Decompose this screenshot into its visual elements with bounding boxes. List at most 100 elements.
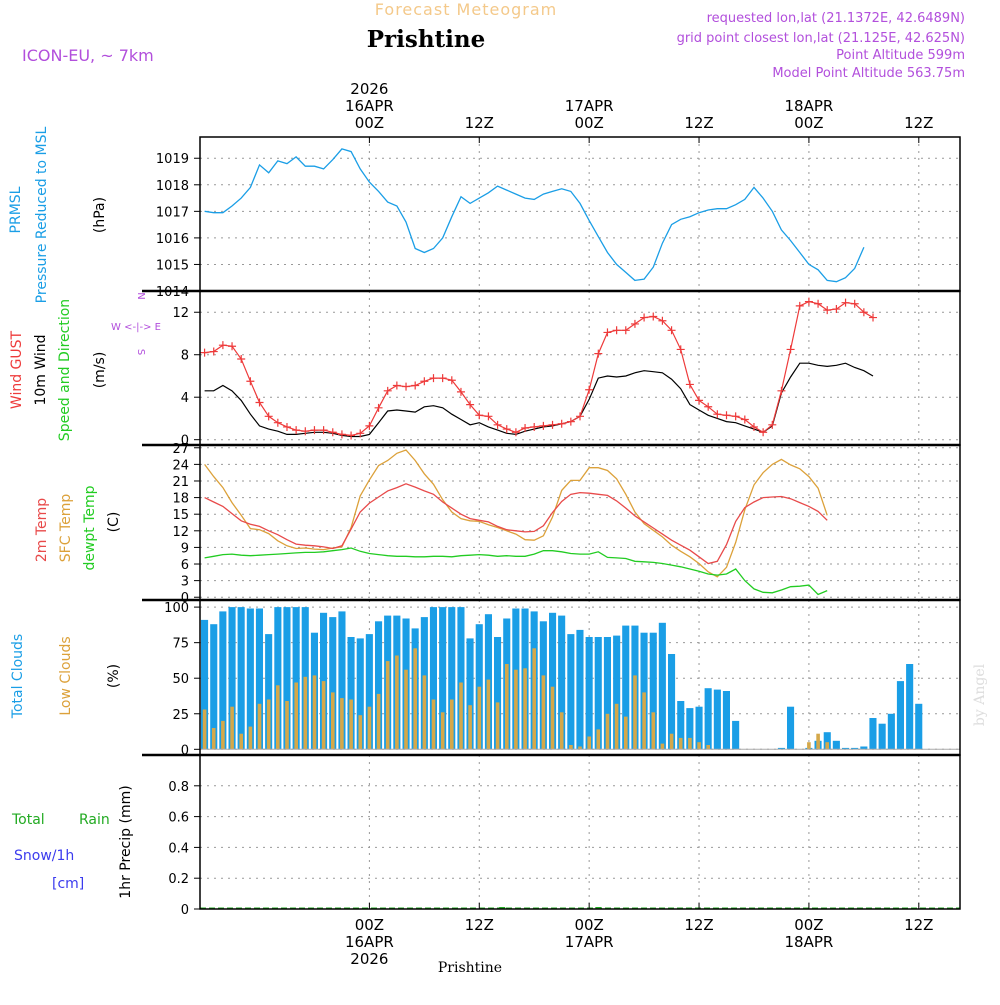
total-cloud-bar (283, 607, 291, 750)
wind-gust-marker (402, 382, 411, 391)
label-hpa: (hPa) (92, 197, 108, 233)
total-cloud-bar (906, 664, 914, 750)
wind-gust-marker (502, 425, 511, 434)
total-cloud-bar (832, 740, 840, 750)
total-cloud-bar (576, 629, 584, 750)
low-cloud-bar (459, 682, 463, 750)
wind-gust-marker (273, 418, 282, 427)
total-cloud-bar (549, 612, 557, 750)
total-cloud-bar (375, 621, 383, 750)
wind-gust-marker (292, 426, 301, 435)
total-cloud-bar (686, 708, 694, 750)
wind-gust-marker (521, 424, 530, 433)
sfc-temp-series (204, 449, 828, 578)
y-tick-label: 24 (172, 458, 189, 473)
total-cloud-bar (246, 608, 254, 750)
wind-gust-marker (658, 316, 667, 325)
wind-gust-marker (850, 299, 859, 308)
y-tick-label: 0 (181, 903, 189, 918)
low-cloud-bar (221, 720, 225, 750)
time-label-top: 00Z (574, 114, 603, 132)
total-cloud-bar (851, 747, 859, 750)
time-label-bottom: 12Z (684, 916, 713, 934)
label-speed-direction: Speed and Direction (57, 299, 73, 441)
time-label-bottom: 00Z (574, 916, 603, 934)
y-tick-label: 0 (181, 434, 189, 449)
total-cloud-bar (347, 637, 355, 750)
wind-gust-marker (228, 342, 237, 351)
wind-gust-marker (200, 348, 209, 357)
total-cloud-bar (695, 706, 703, 750)
compass-n: N (135, 292, 146, 299)
total-cloud-bar (613, 635, 621, 750)
wind-gust-marker (722, 411, 731, 420)
total-cloud-bar (292, 607, 300, 750)
y-tick-label: 0.4 (168, 841, 189, 856)
wind-gust-marker (640, 313, 649, 322)
total-cloud-bar (255, 608, 263, 750)
wind-gust-marker (328, 428, 337, 437)
wind-gust-marker (841, 298, 850, 307)
low-cloud-bar (642, 692, 646, 750)
low-cloud-bar (395, 655, 399, 750)
low-cloud-bar (312, 675, 317, 750)
total-cloud-bar (567, 634, 575, 750)
low-cloud-bar (559, 712, 564, 750)
time-label-bottom: 00Z (794, 916, 823, 934)
wind-gust-marker (859, 308, 868, 317)
total-cloud-bar (201, 619, 209, 750)
time-label-top: 00Z (355, 114, 384, 132)
point-altitude: Point Altitude 599m (836, 48, 965, 63)
wind-gust-marker (649, 312, 658, 321)
wind-gust-marker (621, 326, 630, 335)
low-cloud-bar (523, 668, 527, 750)
wind-gust-marker (411, 381, 420, 390)
wind-gust-marker (566, 417, 575, 426)
wind-gust-marker (685, 380, 694, 389)
total-cloud-bar (457, 607, 465, 750)
y-tick-label: 0.2 (168, 872, 189, 887)
wind-gust-marker (246, 377, 255, 386)
total-cloud-bar (722, 691, 730, 750)
low-cloud-bar (816, 733, 820, 750)
low-cloud-bar (541, 675, 546, 750)
precip-bar (595, 907, 602, 909)
wind-gust-marker (484, 412, 493, 421)
pressure-series (204, 148, 865, 283)
low-cloud-bar (477, 686, 482, 750)
wind-gust-marker (676, 345, 685, 354)
label-sfc-temp: SFC Temp (58, 494, 74, 563)
footer-location: Prishtine (438, 960, 502, 976)
wind-gust-marker (282, 422, 291, 431)
wind-gust-marker (795, 301, 804, 310)
y-tick-label: 6 (181, 558, 189, 573)
total-cloud-bar (732, 720, 740, 750)
label-wind-gust: Wind GUST (9, 330, 25, 409)
label-snow: Snow/1h (14, 848, 74, 864)
time-label-top: 12Z (904, 114, 933, 132)
low-cloud-bar (486, 679, 491, 750)
panel-frame (199, 290, 961, 446)
wind-gust-marker (475, 411, 484, 420)
time-label-bottom: 12Z (465, 916, 494, 934)
y-tick-label: 0.6 (168, 811, 189, 826)
label-dewpt-temp: dewpt Temp (82, 485, 98, 570)
wind-gust-marker (557, 419, 566, 428)
wind-gust-marker (466, 400, 475, 409)
panel-frame (199, 444, 961, 601)
low-cloud-bar (422, 675, 427, 750)
total-cloud-bar (842, 747, 850, 750)
wind-gust-marker (438, 374, 447, 383)
label-rain: Rain (79, 812, 110, 828)
total-cloud-bar (823, 732, 831, 750)
low-cloud-bar (450, 699, 454, 750)
low-cloud-bar (294, 682, 298, 750)
total-cloud-bar (585, 637, 593, 750)
wind-gust-marker (630, 319, 639, 328)
panel-frame (199, 136, 961, 292)
total-cloud-bar (594, 637, 602, 750)
wind-gust-marker (539, 421, 548, 430)
wind-gust-marker (777, 386, 786, 395)
y-tick-label: 25 (172, 708, 189, 723)
